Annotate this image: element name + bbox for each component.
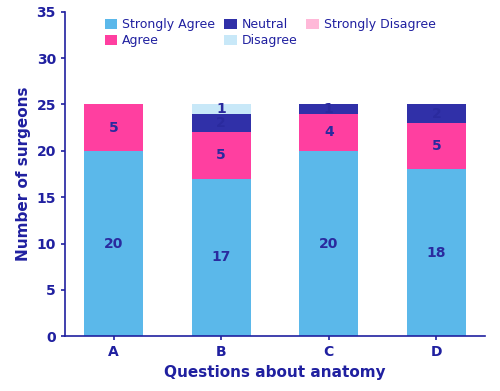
- Text: 5: 5: [109, 121, 118, 135]
- Text: 20: 20: [319, 237, 338, 251]
- Bar: [84, 151, 143, 336]
- Bar: [407, 123, 466, 169]
- Text: 1: 1: [216, 102, 226, 116]
- Bar: [84, 104, 143, 151]
- Text: 5: 5: [216, 149, 226, 162]
- Text: 4: 4: [324, 125, 334, 139]
- Bar: [407, 169, 466, 336]
- Text: 2: 2: [216, 116, 226, 130]
- Text: 18: 18: [426, 246, 446, 260]
- Bar: [407, 104, 466, 123]
- Bar: [192, 114, 251, 132]
- Text: 5: 5: [432, 139, 441, 153]
- Bar: [299, 104, 358, 114]
- Bar: [192, 132, 251, 179]
- X-axis label: Questions about anatomy: Questions about anatomy: [164, 365, 386, 380]
- Y-axis label: Number of surgeons: Number of surgeons: [16, 87, 31, 261]
- Text: 1: 1: [324, 102, 334, 116]
- Legend: Strongly Agree, Agree, Neutral, Disagree, Strongly Disagree: Strongly Agree, Agree, Neutral, Disagree…: [105, 18, 436, 47]
- Bar: [299, 151, 358, 336]
- Bar: [299, 114, 358, 151]
- Text: 2: 2: [432, 107, 441, 121]
- Text: 20: 20: [104, 237, 124, 251]
- Bar: [192, 104, 251, 114]
- Bar: [192, 179, 251, 336]
- Text: 17: 17: [212, 251, 231, 264]
